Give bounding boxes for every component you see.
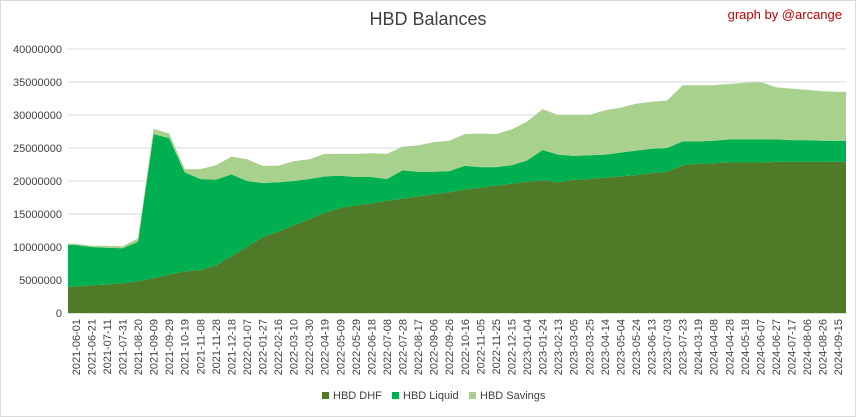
x-tick-label: 2022-10-16	[460, 319, 472, 375]
x-tick-label: 2024-09-15	[833, 319, 845, 375]
x-tick-label: 2024-03-19	[693, 319, 705, 375]
x-tick-label: 2021-11-28	[211, 319, 223, 374]
legend-swatch	[392, 392, 399, 399]
x-tick-label: 2023-05-24	[631, 319, 643, 375]
x-tick-label: 2021-06-21	[86, 319, 98, 375]
x-tick-label: 2022-09-06	[429, 319, 441, 375]
x-tick-label: 2022-11-25	[491, 319, 503, 374]
x-tick-label: 2022-05-09	[335, 319, 347, 375]
x-tick-label: 2023-03-05	[569, 319, 581, 375]
x-axis: 2021-06-01 2021-06-21 2021-07-11 2021-07-31…	[71, 319, 845, 375]
x-tick-label: 2022-03-30	[304, 319, 316, 375]
y-tick-label: 10000000	[13, 242, 62, 254]
area-hbd-dhf	[68, 161, 846, 313]
x-tick-label: 2024-06-07	[755, 319, 767, 375]
x-tick-label: 2022-06-18	[366, 319, 378, 375]
x-tick-label: 2022-07-28	[398, 319, 410, 375]
y-tick-label: 0	[56, 308, 62, 320]
legend-label: HBD DHF	[333, 390, 382, 402]
y-tick-label: 15000000	[13, 209, 62, 221]
x-tick-label: 2024-04-08	[709, 319, 721, 375]
x-tick-label: 2022-08-17	[413, 319, 425, 375]
x-tick-label: 2022-09-26	[444, 319, 456, 375]
x-tick-label: 2021-11-08	[195, 319, 207, 374]
legend: HBD DHF HBD Liquid HBD Savings	[322, 390, 546, 402]
x-tick-label: 2023-07-23	[678, 319, 690, 375]
x-tick-label: 2023-05-04	[615, 319, 627, 375]
x-tick-label: 2023-07-03	[662, 319, 674, 375]
x-tick-label: 2022-01-27	[258, 319, 270, 375]
area-hbd-liquid	[68, 134, 846, 287]
x-tick-label: 2022-07-08	[382, 319, 394, 375]
y-tick-label: 5000000	[19, 275, 62, 287]
x-tick-label: 2023-04-14	[600, 319, 612, 375]
x-tick-label: 2024-05-18	[740, 319, 752, 375]
x-tick-label: 2021-12-18	[226, 319, 238, 375]
legend-swatch	[469, 392, 476, 399]
y-tick-label: 20000000	[13, 176, 62, 188]
x-tick-label: 2022-01-07	[242, 319, 254, 375]
x-tick-label: 2023-01-24	[538, 319, 550, 375]
x-tick-label: 2024-06-27	[771, 319, 783, 375]
area-hbd-savings	[68, 82, 846, 249]
x-tick-label: 2022-04-19	[320, 319, 332, 375]
x-tick-label: 2023-06-13	[647, 319, 659, 375]
x-tick-label: 2023-03-25	[584, 319, 596, 375]
y-tick-label: 40000000	[13, 44, 62, 56]
x-tick-label: 2022-02-16	[273, 319, 285, 375]
x-tick-label: 2024-08-06	[802, 319, 814, 375]
y-tick-label: 30000000	[13, 110, 62, 122]
y-axis: 0 5000000 10000000 15000000 20000000 25000000…	[13, 44, 62, 320]
x-tick-label: 2021-07-11	[102, 319, 114, 374]
x-tick-label: 2021-08-20	[133, 319, 145, 375]
y-tick-label: 35000000	[13, 77, 62, 89]
x-tick-label: 2021-09-09	[149, 319, 161, 375]
x-tick-label: 2022-11-05	[475, 319, 487, 374]
legend-label: HBD Savings	[480, 390, 546, 402]
x-tick-label: 2023-01-04	[522, 319, 534, 375]
x-tick-label: 2022-03-10	[289, 319, 301, 375]
x-tick-label: 2024-08-26	[818, 319, 830, 375]
legend-swatch	[322, 392, 329, 399]
credit-text: graph by @arcange	[727, 7, 842, 22]
x-tick-label: 2021-10-19	[180, 319, 192, 375]
x-tick-label: 2023-02-13	[553, 319, 565, 375]
x-tick-label: 2021-06-01	[71, 319, 83, 375]
x-tick-label: 2024-07-17	[787, 319, 799, 375]
area-series	[68, 82, 846, 313]
x-tick-label: 2022-12-15	[506, 319, 518, 375]
x-tick-label: 2022-05-29	[351, 319, 363, 375]
legend-label: HBD Liquid	[403, 390, 459, 402]
x-tick-label: 2021-09-29	[164, 319, 176, 375]
y-tick-label: 25000000	[13, 143, 62, 155]
chart-title: HBD Balances	[369, 9, 487, 29]
x-tick-label: 2024-04-28	[724, 319, 736, 375]
x-tick-label: 2021-07-31	[117, 319, 129, 375]
